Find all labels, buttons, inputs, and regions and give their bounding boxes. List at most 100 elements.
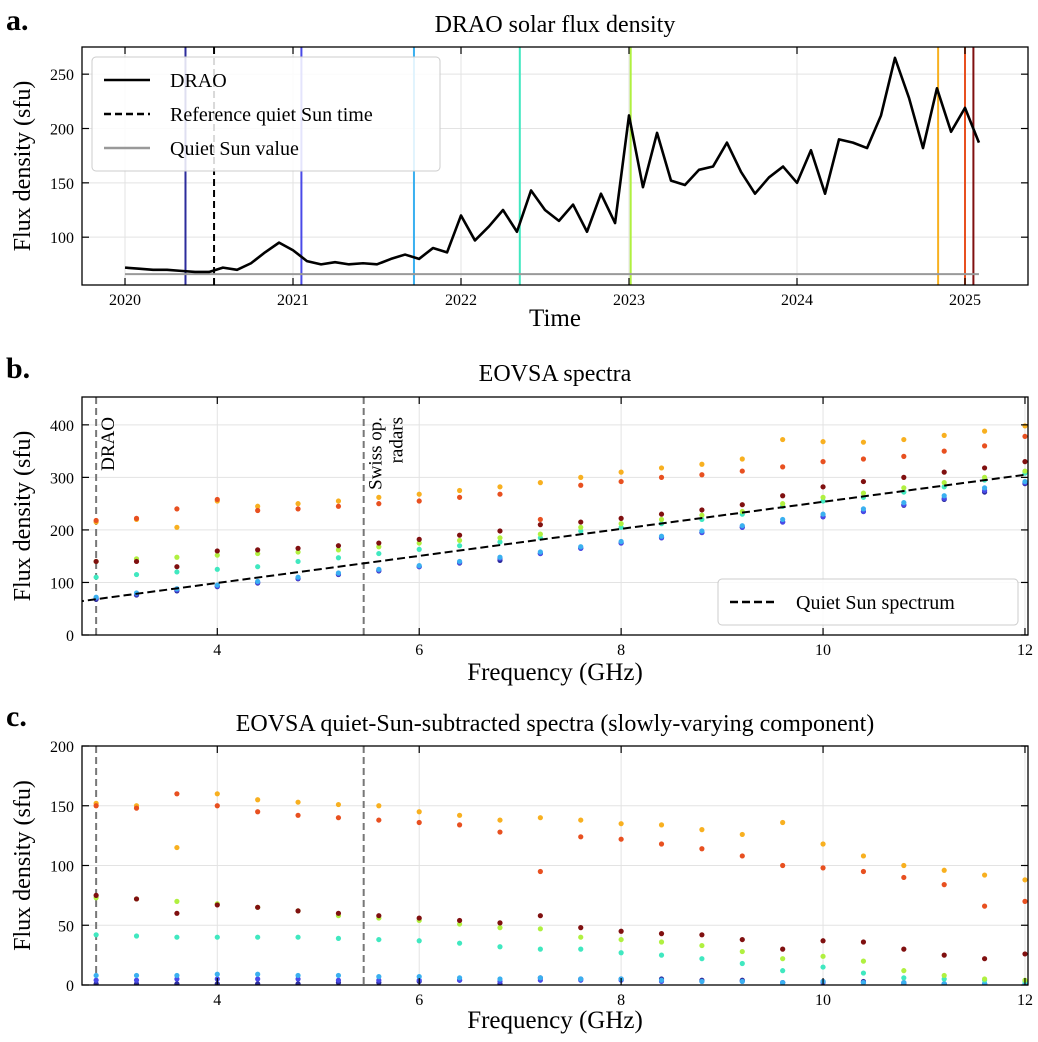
data-point — [820, 511, 826, 517]
y-tick-label: 100 — [50, 575, 74, 592]
data-point — [537, 868, 543, 875]
data-point — [335, 910, 342, 916]
y-tick-label: 200 — [50, 523, 74, 540]
data-point — [901, 946, 907, 952]
data-point — [376, 501, 382, 507]
data-point — [981, 872, 988, 878]
data-point — [860, 958, 867, 964]
data-point — [618, 515, 624, 521]
data-point — [133, 896, 140, 902]
data-point — [537, 549, 543, 555]
data-point — [335, 935, 342, 941]
data-point — [376, 977, 382, 983]
data-point — [214, 902, 220, 908]
data-point — [699, 507, 705, 513]
data-point — [981, 465, 988, 471]
data-point — [860, 970, 867, 976]
x-axis-label: Frequency (GHz) — [467, 659, 643, 686]
panel-label: b. — [6, 352, 30, 385]
y-tick-label: 50 — [58, 918, 74, 935]
data-point — [376, 540, 382, 546]
data-point — [901, 862, 907, 869]
data-point — [295, 501, 301, 507]
data-point — [537, 926, 543, 932]
data-point — [174, 934, 180, 940]
data-point — [416, 938, 422, 944]
data-point — [416, 915, 422, 921]
data-point — [780, 464, 786, 470]
data-point — [901, 474, 907, 480]
data-point — [174, 972, 180, 979]
data-point — [255, 934, 261, 940]
y-tick-label: 100 — [50, 230, 74, 247]
plot-area — [82, 397, 1028, 635]
data-point — [255, 971, 261, 977]
data-point — [658, 511, 665, 517]
data-point — [456, 921, 463, 927]
data-point — [860, 478, 867, 485]
data-point — [255, 797, 261, 803]
data-point — [456, 543, 463, 549]
data-point — [699, 528, 705, 534]
data-point — [658, 931, 665, 937]
data-point — [618, 950, 624, 956]
data-point — [416, 498, 422, 504]
y-tick-label: 400 — [50, 418, 74, 435]
data-point — [699, 461, 705, 467]
y-axis-label: Flux density (sfu) — [10, 780, 36, 951]
data-point — [456, 558, 463, 565]
y-tick-label: 100 — [50, 859, 74, 876]
data-point — [93, 977, 99, 983]
data-point — [416, 546, 422, 552]
data-point — [578, 946, 584, 952]
data-point — [739, 456, 745, 462]
data-point — [1022, 951, 1028, 957]
data-point — [214, 496, 220, 503]
x-tick-label: 6 — [415, 992, 423, 1009]
data-point — [699, 932, 705, 938]
y-tick-label: 250 — [50, 67, 74, 84]
y-tick-label: 150 — [50, 799, 74, 816]
data-point — [416, 809, 422, 815]
data-point — [739, 831, 745, 838]
data-point — [93, 972, 99, 979]
legend-label: Quiet Sun spectrum — [796, 592, 955, 614]
data-point — [901, 968, 907, 974]
data-point — [578, 976, 584, 982]
data-point — [497, 491, 503, 497]
data-point — [255, 981, 261, 985]
data-point — [295, 812, 301, 818]
x-tick-label: 4 — [213, 992, 221, 1009]
data-point — [537, 975, 543, 981]
data-point — [133, 558, 140, 565]
data-point — [1022, 423, 1028, 429]
data-point — [820, 938, 826, 944]
data-point — [416, 540, 422, 546]
x-tick-label: 6 — [415, 642, 423, 659]
data-point — [174, 976, 180, 982]
data-point — [981, 428, 988, 434]
data-point — [133, 515, 140, 521]
y-tick-label: 200 — [50, 739, 74, 756]
data-point — [699, 978, 705, 985]
y-tick-label: 200 — [50, 122, 74, 139]
data-point — [255, 564, 261, 570]
legend-label: Quiet Sun value — [170, 138, 299, 160]
data-point — [295, 506, 301, 512]
data-point — [376, 817, 382, 823]
data-point — [578, 925, 584, 931]
data-point — [174, 981, 180, 985]
data-point — [214, 791, 220, 797]
data-point — [901, 874, 907, 881]
data-point — [456, 940, 463, 946]
data-point — [214, 971, 220, 977]
data-point — [860, 439, 867, 445]
data-point — [739, 936, 745, 943]
data-point — [820, 439, 826, 445]
data-point — [174, 844, 180, 851]
panel-label: a. — [6, 4, 29, 37]
data-point — [376, 494, 382, 500]
data-point — [901, 500, 907, 506]
data-point — [578, 524, 584, 530]
data-point — [658, 474, 665, 480]
